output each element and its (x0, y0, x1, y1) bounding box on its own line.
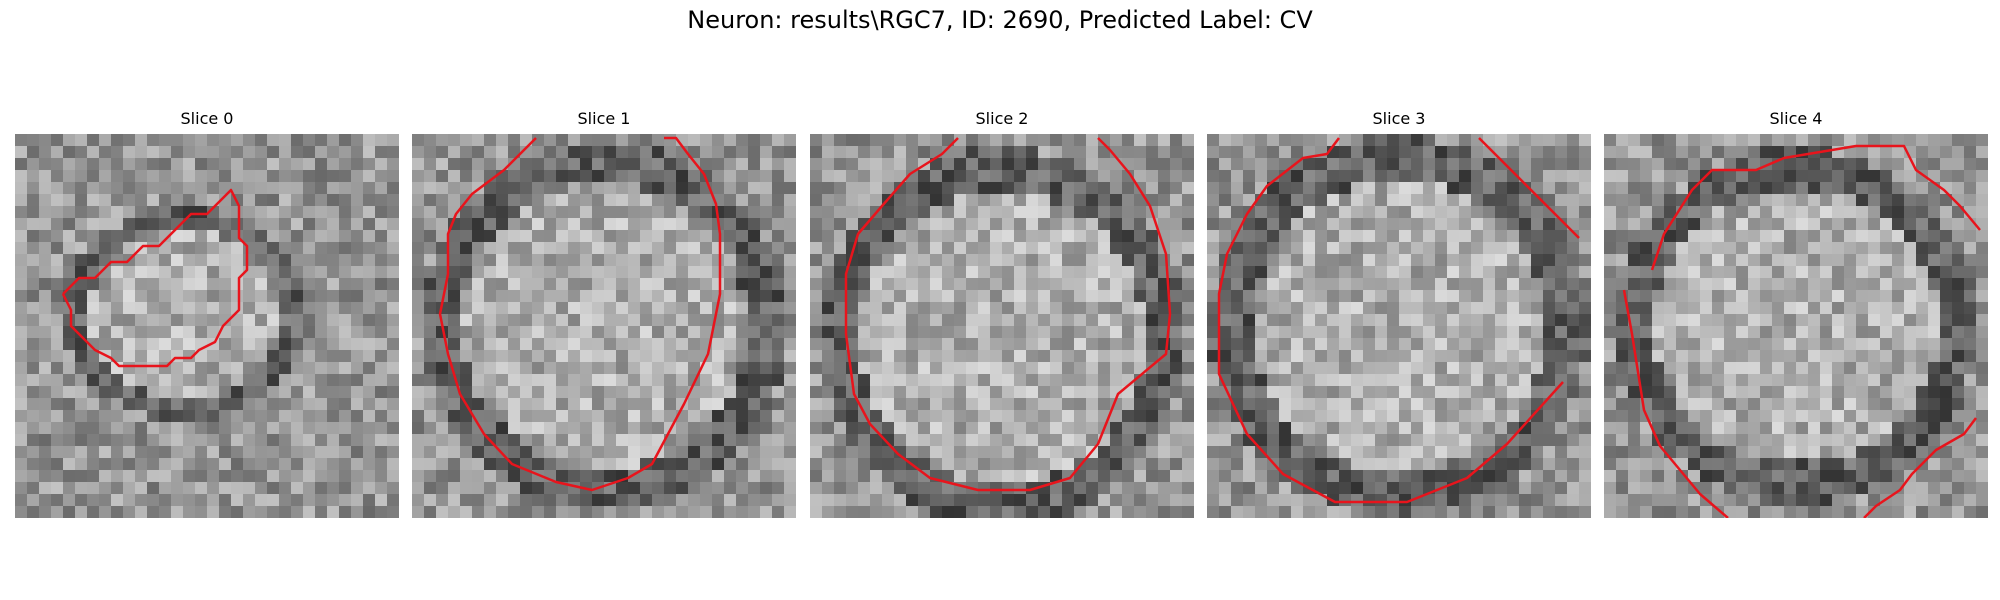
slice-4-contour-1 (1863, 417, 1977, 518)
slice-4-contour-2 (1622, 289, 1729, 518)
slice-4-image (1604, 134, 1988, 518)
figure-title: Neuron: results\RGC7, ID: 2690, Predicte… (687, 6, 1313, 34)
slice-3-contour-1 (1478, 137, 1580, 239)
slice-3-image (1207, 134, 1591, 518)
slice-2-contour-0 (844, 137, 1172, 492)
slice-1-title: Slice 1 (577, 109, 631, 128)
slice-0-title: Slice 0 (180, 109, 234, 128)
slice-4-contour-0 (1650, 144, 1981, 271)
slice-4-title: Slice 4 (1769, 109, 1823, 128)
slice-1-contour-0 (438, 136, 722, 492)
slice-2-title: Slice 2 (975, 109, 1029, 128)
slice-2-image (810, 134, 1194, 518)
slice-0-contour-0 (61, 188, 249, 368)
slice-1-image (412, 134, 796, 518)
slice-3-contour-0 (1217, 137, 1564, 504)
slice-0-image (15, 134, 399, 518)
slice-3-title: Slice 3 (1372, 109, 1426, 128)
